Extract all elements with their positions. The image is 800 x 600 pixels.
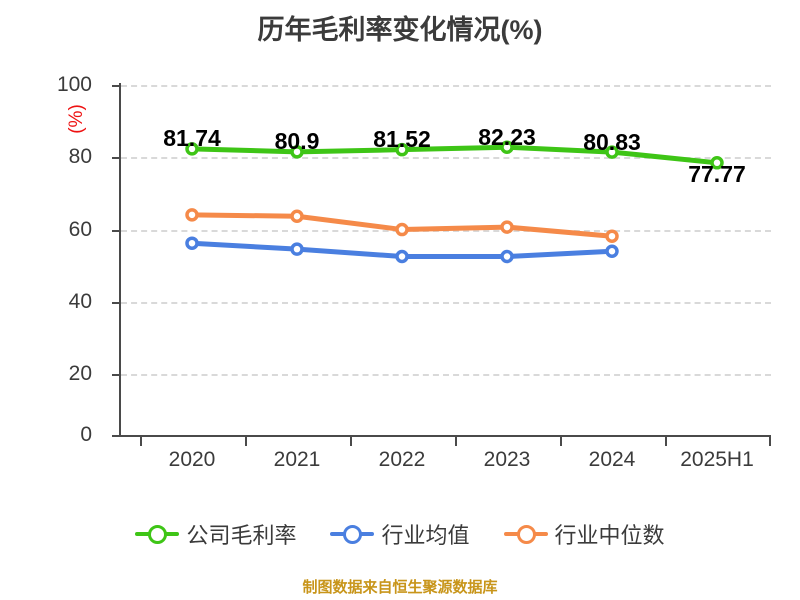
- y-axis-unit-label: (%): [65, 104, 87, 134]
- y-tick-label-40: 40: [68, 290, 92, 313]
- gridline-60: [121, 230, 771, 232]
- chart-title: 历年毛利率变化情况(%): [257, 15, 543, 45]
- y-tick-mark-80: [112, 157, 120, 159]
- series-point-2-4[interactable]: [605, 229, 619, 243]
- y-tick-mark-40: [112, 302, 120, 304]
- x-tick-label-2023: 2023: [483, 448, 531, 471]
- y-tick-label-60: 60: [68, 218, 92, 241]
- y-tick-mark-100: [112, 85, 120, 87]
- data-label-2022: 81.52: [373, 126, 431, 152]
- y-tick-label-20: 20: [68, 362, 92, 385]
- legend-item-company-gross-margin[interactable]: 公司毛利率: [135, 518, 296, 550]
- series-point-2-0[interactable]: [185, 208, 199, 222]
- legend-item-industry-median[interactable]: 行业中位数: [503, 518, 665, 550]
- gridline-40: [121, 302, 771, 304]
- gridline-100: [121, 85, 771, 87]
- series-point-1-3[interactable]: [500, 249, 514, 264]
- x-tick-label-2024: 2024: [588, 448, 636, 471]
- y-tick-label-0: 0: [80, 423, 92, 446]
- x-tick-label-2022: 2022: [378, 448, 426, 471]
- series-line-2: [189, 212, 615, 239]
- x-tick-mark-2023: [455, 437, 457, 446]
- gridline-20: [121, 374, 771, 376]
- series-point-1-0[interactable]: [185, 236, 199, 250]
- data-label-2020: 81.74: [163, 125, 221, 151]
- x-tick-label-2025h1: 2025H1: [680, 448, 754, 471]
- legend-marker-icon-blue: [330, 523, 375, 545]
- legend-label-industry-average: 行业均值: [381, 523, 470, 548]
- x-tick-label-2020: 2020: [168, 448, 216, 471]
- chart-legend: 公司毛利率 行业均值 行业中位数: [0, 518, 800, 550]
- legend-label-company-gross-margin: 公司毛利率: [186, 523, 297, 548]
- legend-item-industry-average[interactable]: 行业均值: [330, 518, 470, 550]
- legend-marker-icon-orange: [503, 523, 548, 545]
- y-tick-label-80: 80: [68, 145, 92, 168]
- y-axis-line: [119, 83, 121, 437]
- data-label-2023: 82.23: [478, 124, 536, 150]
- x-tick-label-2021: 2021: [273, 448, 321, 471]
- x-axis-line: [119, 435, 771, 437]
- x-tick-mark-2021: [245, 437, 247, 446]
- series-point-1-4[interactable]: [605, 244, 619, 258]
- series-point-2-1[interactable]: [290, 209, 304, 223]
- data-label-2024: 80.83: [583, 129, 641, 155]
- legend-label-industry-median: 行业中位数: [554, 523, 665, 548]
- y-tick-mark-0: [112, 435, 120, 437]
- data-label-2025h1: 77.77: [688, 161, 746, 187]
- x-tick-mark-2024: [560, 437, 562, 446]
- y-tick-mark-60: [112, 230, 120, 232]
- y-tick-label-100: 100: [56, 73, 92, 96]
- legend-marker-icon-green: [135, 523, 180, 545]
- gridline-80: [121, 157, 771, 159]
- series-point-1-1[interactable]: [290, 242, 304, 256]
- x-tick-mark-2025h1: [665, 437, 667, 446]
- series-point-1-2[interactable]: [395, 249, 409, 264]
- series-line-1: [189, 240, 615, 259]
- source-note: 制图数据来自恒生聚源数据库: [302, 579, 498, 596]
- x-tick-mark-end: [769, 437, 771, 446]
- x-tick-mark-2020: [140, 437, 142, 446]
- data-label-2021: 80.9: [274, 128, 320, 154]
- y-tick-mark-20: [112, 374, 120, 376]
- x-tick-mark-2022: [350, 437, 352, 446]
